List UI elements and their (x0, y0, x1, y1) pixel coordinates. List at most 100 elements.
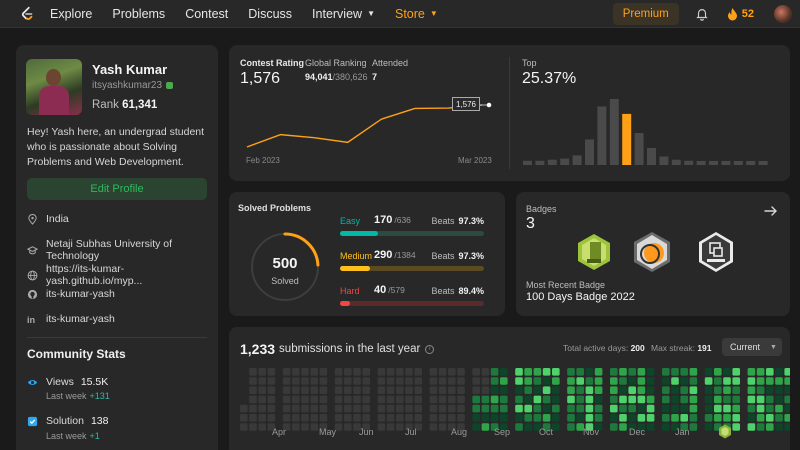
leetcode-logo-icon[interactable] (18, 5, 36, 23)
heatmap-cell (704, 368, 713, 376)
heatmap-cell (310, 368, 318, 376)
heatmap-cell (515, 414, 523, 422)
heatmap-cell (282, 414, 291, 422)
heatmap-cell (671, 395, 679, 404)
heatmap-cell (258, 414, 266, 422)
heatmap-cell (533, 377, 542, 385)
heatmap-cell (396, 414, 404, 422)
nav-discuss[interactable]: Discuss (248, 6, 293, 21)
bell-icon[interactable] (695, 7, 709, 21)
heatmap-cell (784, 386, 790, 394)
linkedin-row[interactable]: in its-kumar-yash (27, 313, 115, 325)
profile-name: Yash Kumar (92, 62, 168, 77)
heatmap-cell (628, 377, 636, 385)
website-row[interactable]: https://its-kumar-yash.github.io/myp... (27, 263, 218, 287)
rating-line-chart[interactable] (229, 45, 509, 181)
heatmap-cell (732, 395, 740, 404)
heatmap-cell (723, 386, 731, 394)
heatmap-cell (377, 377, 386, 385)
heatmap-cell (249, 377, 257, 385)
github-row[interactable]: its-kumar-yash (27, 288, 115, 300)
heatmap-cell (714, 386, 722, 394)
month-label: Dec (629, 427, 646, 437)
heatmap-cell (784, 395, 790, 404)
heatmap-cell (267, 423, 276, 431)
nav-interview[interactable]: Interview ▼ (312, 7, 375, 21)
linkedin-link[interactable]: its-kumar-yash (46, 313, 115, 325)
submission-heatmap[interactable] (229, 327, 790, 450)
avatar[interactable] (774, 5, 792, 23)
heatmap-cell (490, 414, 499, 422)
streak-counter[interactable]: 52 (727, 7, 754, 21)
nav-contest[interactable]: Contest (185, 6, 229, 21)
heatmap-cell (500, 386, 508, 394)
heatmap-cell (438, 368, 447, 376)
heatmap-cell (680, 395, 688, 404)
heatmap-cell (310, 404, 318, 413)
heatmap-cell (567, 368, 575, 376)
heatmap-cell (585, 404, 594, 413)
info-icon[interactable]: i (425, 344, 435, 354)
fire-icon (727, 7, 737, 20)
heatmap-cell (292, 414, 300, 422)
medium-beats-label: Beats (431, 251, 455, 261)
heatmap-cell (637, 404, 646, 413)
heatmap-cell (438, 377, 447, 385)
nav-problems[interactable]: Problems (112, 6, 166, 21)
heatmap-cell (258, 386, 266, 394)
month-label: Apr (272, 427, 287, 437)
heatmap-cell (610, 377, 618, 385)
github-link[interactable]: its-kumar-yash (46, 288, 115, 300)
heatmap-cell (472, 377, 480, 385)
heatmap-cell (619, 386, 627, 394)
heatmap-cell (784, 414, 790, 422)
edit-profile-button[interactable]: Edit Profile (27, 178, 207, 200)
arrow-right-icon[interactable] (764, 204, 778, 218)
website-link[interactable]: https://its-kumar-yash.github.io/myp... (46, 263, 143, 287)
heatmap-cell (680, 414, 688, 422)
heatmap-cell (704, 414, 713, 422)
year-select[interactable]: Current ▼ (722, 338, 782, 356)
heatmap-cell (766, 368, 774, 376)
distribution-bar (758, 161, 768, 165)
distribution-bar (634, 133, 644, 165)
heatmap-cell (552, 404, 560, 413)
badge-binary-search-icon[interactable] (696, 230, 736, 274)
heatmap-cell (386, 395, 395, 404)
badge-50-days-icon[interactable] (630, 230, 674, 274)
rating-distribution-chart[interactable] (521, 85, 783, 167)
views-last-week: Last week +131 (46, 391, 110, 401)
heatmap-cell (714, 368, 722, 376)
heatmap-cell (292, 423, 300, 431)
heatmap-cell (714, 377, 722, 385)
premium-button[interactable]: Premium (612, 3, 679, 25)
distribution-bar (547, 159, 557, 165)
heatmap-cell (240, 414, 248, 422)
heatmap-cell (310, 386, 318, 394)
heatmap-cell (457, 377, 465, 385)
heatmap-cell (567, 377, 575, 385)
top-nav: Explore Problems Contest Discuss Intervi… (0, 0, 800, 28)
month-label: Aug (451, 427, 468, 437)
heatmap-cell (292, 377, 300, 385)
badge-100-days-icon[interactable] (574, 232, 614, 272)
heatmap-cell (258, 368, 266, 376)
nav-store[interactable]: Store ▼ (395, 7, 438, 21)
solved-total: 500 (272, 255, 298, 272)
heatmap-cell (448, 423, 456, 431)
views-sub-label: Last week (46, 391, 87, 401)
rank-label: Rank (92, 99, 119, 111)
solved-progress-ring[interactable] (248, 230, 322, 304)
heatmap-cell (490, 377, 499, 385)
heatmap-cell (396, 377, 404, 385)
heatmap-cell (429, 377, 438, 385)
heatmap-cell (249, 404, 257, 413)
heatmap-cell (542, 414, 551, 422)
heatmap-cell (490, 395, 499, 404)
heatmap-cell (292, 368, 300, 376)
nav-explore[interactable]: Explore (50, 6, 93, 21)
heatmap-cell (567, 386, 575, 394)
distribution-bar (721, 161, 731, 165)
heatmap-cell (704, 395, 713, 404)
heatmap-cell (414, 423, 422, 431)
